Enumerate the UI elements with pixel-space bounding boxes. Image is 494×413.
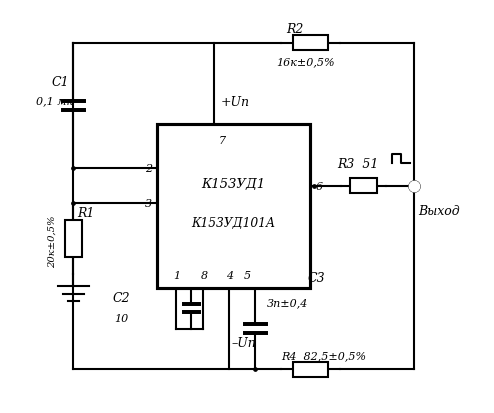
Text: +Uп: +Uп (221, 96, 250, 109)
Text: C3: C3 (307, 271, 325, 284)
Text: 5: 5 (244, 271, 251, 281)
Text: R4  82,5±0,5%: R4 82,5±0,5% (281, 350, 366, 360)
Text: К153УД101А: К153УД101А (192, 216, 276, 229)
Text: 4: 4 (226, 271, 233, 281)
Text: 16к±0,5%: 16к±0,5% (277, 57, 335, 67)
Text: 1: 1 (173, 271, 180, 281)
Text: 3п±0,4: 3п±0,4 (267, 297, 309, 307)
FancyBboxPatch shape (157, 125, 310, 288)
Text: К153УД1: К153УД1 (202, 178, 266, 191)
FancyBboxPatch shape (292, 36, 328, 51)
Text: –Uп: –Uп (231, 337, 256, 349)
Text: 6: 6 (315, 181, 323, 191)
Text: R1: R1 (77, 206, 94, 219)
Text: R3  51: R3 51 (337, 157, 378, 170)
Text: 2: 2 (145, 164, 152, 174)
FancyBboxPatch shape (350, 178, 377, 194)
Text: 0,1 мк: 0,1 мк (36, 96, 73, 107)
Text: C1: C1 (51, 76, 69, 89)
Text: C2: C2 (113, 292, 130, 305)
Text: Выход: Выход (418, 204, 459, 217)
Text: 20к±0,5%: 20к±0,5% (47, 215, 56, 267)
FancyBboxPatch shape (292, 362, 328, 377)
Text: 7: 7 (219, 135, 226, 145)
FancyBboxPatch shape (65, 221, 82, 257)
Text: 8: 8 (201, 271, 207, 281)
Text: R2: R2 (287, 23, 304, 36)
Text: 3: 3 (145, 198, 152, 208)
Text: 10: 10 (114, 313, 128, 323)
